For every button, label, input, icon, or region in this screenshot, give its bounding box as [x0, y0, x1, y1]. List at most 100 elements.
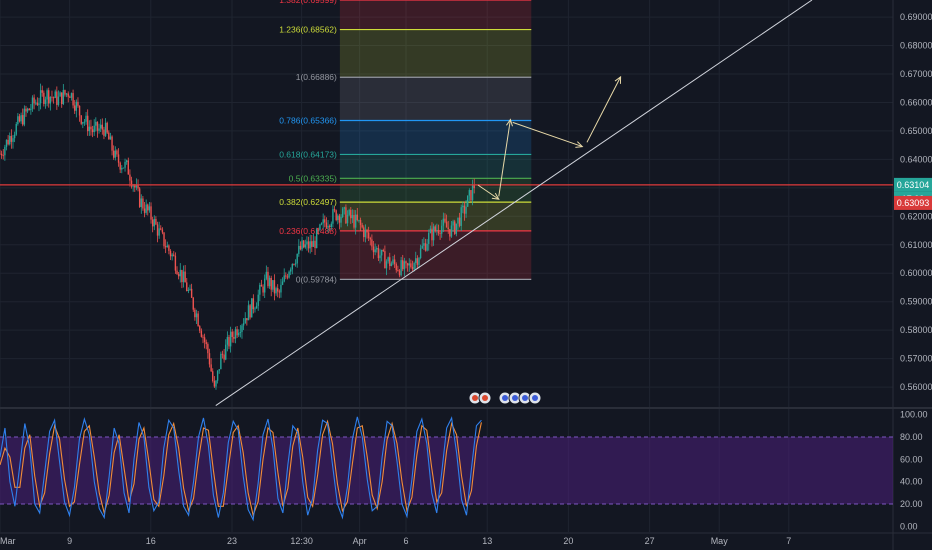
candle-body: [228, 336, 230, 347]
candle-body: [108, 132, 110, 140]
candle-body: [259, 284, 261, 295]
candle-body: [405, 261, 407, 264]
candle-body: [93, 125, 95, 133]
candle-body: [363, 227, 365, 238]
candle-body: [229, 331, 232, 347]
candle-body: [340, 217, 342, 223]
candle-body: [64, 90, 66, 95]
candle-body: [236, 329, 238, 336]
candle-body: [187, 289, 190, 291]
arrow-shaft[interactable]: [512, 121, 583, 148]
candle-body: [372, 246, 375, 253]
candle-body: [288, 271, 290, 278]
candle-body: [337, 215, 339, 221]
candle-body: [298, 245, 300, 254]
time-tick-label: May: [711, 536, 729, 546]
candle-body: [91, 129, 94, 133]
candle-body: [377, 248, 380, 259]
candle-body: [142, 198, 144, 209]
arrow-shaft[interactable]: [477, 184, 500, 200]
candle-body: [239, 332, 242, 333]
price-tick-label: 0.65000: [900, 126, 932, 136]
candle-body: [348, 209, 350, 215]
time-tick-label: 12:30: [290, 536, 313, 546]
candle-body: [44, 99, 47, 104]
arrow-shaft[interactable]: [586, 76, 622, 143]
candle-body: [218, 369, 220, 371]
candle-body: [140, 198, 142, 207]
candle-body: [28, 108, 30, 111]
candle-body: [112, 150, 115, 158]
candle-body: [143, 208, 146, 213]
candle-body: [186, 282, 188, 291]
time-tick-label: 13: [482, 536, 492, 546]
trendline-line[interactable]: [215, 0, 813, 406]
arrow-shaft[interactable]: [498, 119, 511, 197]
secondary-price-badge: [894, 195, 932, 210]
candle-body: [127, 160, 129, 175]
candle-body: [249, 305, 251, 318]
candle-body: [455, 223, 458, 234]
candle-body: [283, 275, 285, 282]
candle-body: [49, 96, 52, 104]
candle-body: [148, 206, 151, 211]
candle-body: [52, 97, 55, 99]
candle-body: [213, 380, 216, 387]
trendline[interactable]: [215, 0, 813, 406]
candle-body: [96, 121, 99, 131]
candle-body: [117, 154, 120, 163]
candle-body: [169, 250, 172, 257]
candle-body: [286, 276, 289, 278]
candle-body: [83, 121, 86, 123]
candle-body: [86, 115, 89, 132]
candle-body: [291, 264, 294, 270]
candle-body: [109, 136, 112, 140]
time-axis[interactable]: Mar 9 16 23 12:30 Apr 6 13 20 27 May 7: [0, 536, 791, 546]
candle-body: [160, 228, 162, 230]
candle-body: [171, 254, 173, 257]
candle-body: [437, 229, 440, 234]
arrow-head: [575, 141, 584, 148]
candle-body: [343, 207, 345, 209]
candle-body: [59, 92, 61, 97]
fibonacci-retracement[interactable]: 0(0.59784) 0.236(0.61488) 0.382(0.62497) 0.…: [279, 0, 532, 284]
candle-body: [385, 261, 388, 269]
candle-body: [462, 205, 464, 208]
candle-body: [350, 209, 352, 219]
candle-body: [179, 269, 181, 277]
price-tick-label: 0.60000: [900, 268, 932, 278]
candle-body: [155, 218, 157, 225]
candle-body: [176, 270, 178, 275]
candle-body: [449, 229, 451, 237]
fib-zone: [339, 0, 532, 30]
candle-body: [393, 259, 396, 265]
candle-body: [74, 105, 76, 111]
candle-body: [194, 309, 196, 318]
candle-body: [61, 92, 63, 105]
candle-body: [341, 208, 344, 218]
candle-body: [403, 261, 406, 270]
candle-body: [338, 215, 341, 223]
candle-body: [208, 353, 211, 365]
candle-body: [41, 90, 43, 93]
candle-body: [177, 274, 180, 277]
price-tick-label: 0.62000: [900, 211, 932, 221]
candle-body: [408, 263, 410, 266]
candle-body: [163, 232, 165, 247]
candle-body: [205, 342, 207, 345]
candle-body: [189, 288, 191, 290]
candle-body: [320, 223, 323, 225]
time-tick-label: Mar: [0, 536, 16, 546]
candle-body: [0, 153, 3, 156]
candle-body: [161, 229, 164, 233]
candle-body: [238, 332, 240, 336]
candle-body: [98, 128, 100, 131]
economic-event-icons[interactable]: [468, 391, 542, 405]
price-tick-label: 0.69000: [900, 12, 932, 22]
candle-body: [447, 227, 449, 230]
projection-arrows[interactable]: [477, 75, 622, 200]
stochastic-axis[interactable]: 100.00 80.00 60.00 40.00 20.00 0.00: [900, 410, 928, 532]
candle-body: [70, 93, 73, 98]
candle-body: [210, 364, 212, 372]
